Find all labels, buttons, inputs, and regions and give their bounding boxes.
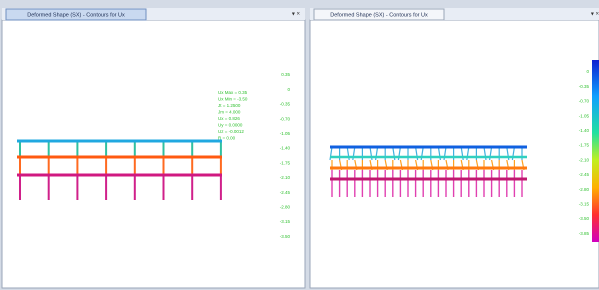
legend-label: -2.10 xyxy=(280,175,291,180)
info-line: Uz = -0.0012 xyxy=(218,129,244,134)
legend-label: -0.70 xyxy=(280,116,291,121)
window-controls[interactable]: ▾ × xyxy=(591,12,599,18)
tab-title[interactable]: Deformed Shape (SX) - Contours for Ux xyxy=(27,12,125,18)
info-line: Jt = 1.2500 xyxy=(218,103,241,108)
legend-label: -1.05 xyxy=(280,131,291,136)
info-line: Uy = 0.0000 xyxy=(218,123,243,128)
legend-label: -0.70 xyxy=(579,99,590,104)
legend-label: -2.80 xyxy=(579,187,590,192)
window-controls[interactable]: ▾ × xyxy=(292,12,301,18)
legend-label: -3.15 xyxy=(579,201,590,206)
legend-label: -0.35 xyxy=(579,84,590,89)
legend-label: -2.45 xyxy=(579,172,590,177)
color-bar xyxy=(592,60,599,242)
legend-label: -1.40 xyxy=(579,128,590,133)
legend-label: -1.05 xyxy=(579,113,590,118)
legend-label: -1.40 xyxy=(280,146,291,151)
viewport-left xyxy=(2,20,305,288)
legend-label: -1.75 xyxy=(280,160,291,165)
info-line: Jm = 4.000 xyxy=(218,110,241,115)
legend-label: -2.80 xyxy=(280,204,291,209)
legend-label: -3.50 xyxy=(579,216,590,221)
legend-label: -2.45 xyxy=(280,190,291,195)
info-line: Ux Max = 0.35 xyxy=(218,90,248,95)
info-line: Ux = 0.826 xyxy=(218,116,240,121)
info-line: R = 0.00 xyxy=(218,136,236,141)
legend-label: -3.50 xyxy=(280,234,291,239)
tab-title[interactable]: Deformed Shape (SX) - Contours for Ux xyxy=(330,12,428,18)
legend-label: 0.35 xyxy=(281,72,290,77)
legend-label: -1.75 xyxy=(579,143,590,148)
info-line: Ux Min = -3.50 xyxy=(218,97,248,102)
legend-label: -2.10 xyxy=(579,157,590,162)
legend-label: -0.35 xyxy=(280,102,291,107)
legend-label: -3.15 xyxy=(280,219,291,224)
legend-label: -3.85 xyxy=(579,231,590,236)
screen: Deformed Shape (SX) - Contours for Ux ▾ … xyxy=(0,0,599,290)
